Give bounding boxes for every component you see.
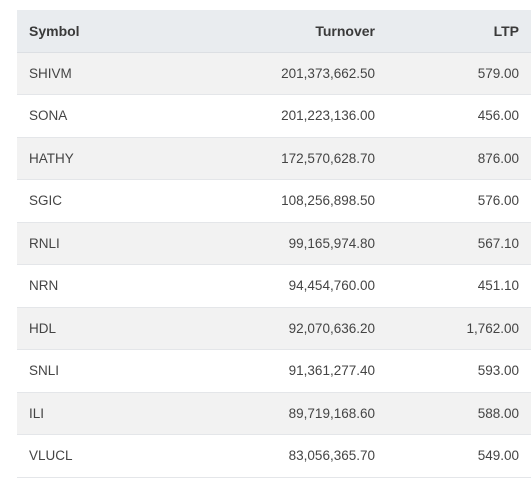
- cell-ltp: 451.10: [477, 278, 519, 294]
- cell-turnover: 83,056,365.70: [288, 448, 375, 464]
- cell-symbol[interactable]: SHIVM: [29, 65, 72, 81]
- table-row[interactable]: SNLI 91,361,277.40 593.00: [17, 349, 531, 392]
- table-row[interactable]: RNLI 99,165,974.80 567.10: [17, 222, 531, 265]
- cell-symbol[interactable]: VLUCL: [29, 448, 73, 464]
- column-header-ltp[interactable]: LTP: [387, 10, 531, 53]
- table-row[interactable]: SONA 201,223,136.00 456.00: [17, 94, 531, 137]
- table-row[interactable]: HATHY 172,570,628.70 876.00: [17, 137, 531, 180]
- table-row[interactable]: NRN 94,454,760.00 451.10: [17, 264, 531, 307]
- cell-turnover: 91,361,277.40: [288, 363, 375, 379]
- table-row[interactable]: VLUCL 83,056,365.70 549.00: [17, 434, 531, 477]
- table-body: SHIVM 201,373,662.50 579.00 SONA 201,223…: [17, 52, 531, 477]
- cell-turnover: 172,570,628.70: [281, 150, 375, 166]
- cell-ltp: 876.00: [477, 150, 519, 166]
- cell-ltp: 456.00: [477, 108, 519, 124]
- cell-symbol[interactable]: SGIC: [29, 193, 63, 209]
- cell-ltp: 588.00: [477, 405, 519, 421]
- cell-turnover: 201,373,662.50: [281, 65, 375, 81]
- turnover-table: Symbol Turnover LTP SHIVM 201,373,662.50…: [17, 10, 531, 478]
- cell-symbol[interactable]: NRN: [29, 278, 59, 294]
- table-row[interactable]: SGIC 108,256,898.50 576.00: [17, 179, 531, 222]
- table-row[interactable]: ILI 89,719,168.60 588.00: [17, 392, 531, 435]
- cell-turnover: 108,256,898.50: [281, 193, 375, 209]
- cell-ltp: 1,762.00: [466, 320, 519, 336]
- cell-turnover: 89,719,168.60: [288, 405, 375, 421]
- table-header-row: Symbol Turnover LTP: [17, 10, 531, 53]
- cell-ltp: 593.00: [477, 363, 519, 379]
- cell-ltp: 576.00: [477, 193, 519, 209]
- cell-symbol[interactable]: RNLI: [29, 235, 60, 251]
- column-header-turnover[interactable]: Turnover: [197, 10, 387, 53]
- cell-symbol[interactable]: SONA: [29, 108, 68, 124]
- table-header: Symbol Turnover LTP: [17, 10, 531, 53]
- cell-turnover: 94,454,760.00: [288, 278, 375, 294]
- cell-ltp: 579.00: [477, 65, 519, 81]
- column-header-symbol[interactable]: Symbol: [17, 10, 197, 53]
- cell-turnover: 201,223,136.00: [281, 108, 375, 124]
- cell-turnover: 99,165,974.80: [288, 235, 375, 251]
- cell-symbol[interactable]: SNLI: [29, 363, 60, 379]
- cell-ltp: 567.10: [477, 235, 519, 251]
- cell-turnover: 92,070,636.20: [288, 320, 375, 336]
- table-row[interactable]: HDL 92,070,636.20 1,762.00: [17, 307, 531, 350]
- cell-symbol[interactable]: ILI: [29, 405, 45, 421]
- turnover-table-container: Symbol Turnover LTP SHIVM 201,373,662.50…: [17, 10, 531, 478]
- cell-ltp: 549.00: [477, 448, 519, 464]
- cell-symbol[interactable]: HDL: [29, 320, 57, 336]
- cell-symbol[interactable]: HATHY: [29, 150, 74, 166]
- table-row[interactable]: SHIVM 201,373,662.50 579.00: [17, 52, 531, 95]
